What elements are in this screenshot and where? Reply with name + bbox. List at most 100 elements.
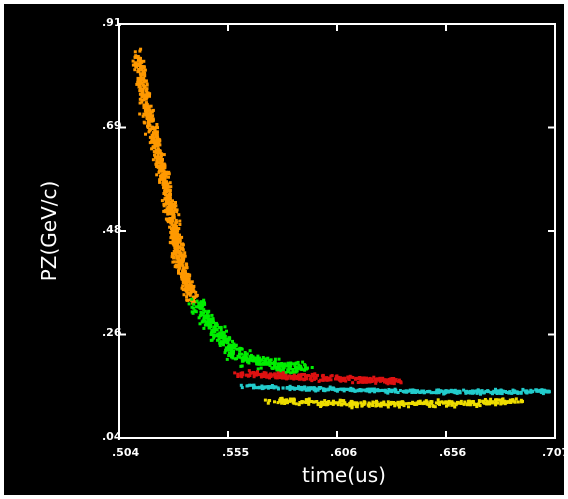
data-point bbox=[170, 229, 174, 233]
data-point bbox=[222, 335, 226, 339]
data-point bbox=[234, 344, 237, 347]
data-point bbox=[502, 401, 506, 405]
data-point bbox=[374, 379, 378, 383]
data-point bbox=[163, 202, 167, 206]
data-point bbox=[297, 403, 301, 407]
data-point bbox=[173, 205, 177, 209]
data-point bbox=[508, 390, 512, 394]
data-point bbox=[191, 311, 195, 315]
data-point bbox=[182, 256, 186, 260]
data-point bbox=[459, 402, 463, 405]
data-point bbox=[164, 199, 168, 203]
data-point bbox=[209, 333, 213, 336]
data-point bbox=[471, 390, 475, 394]
data-point bbox=[144, 101, 148, 105]
data-point bbox=[465, 402, 469, 406]
data-point bbox=[138, 77, 141, 81]
data-point bbox=[307, 401, 311, 405]
data-point bbox=[181, 269, 185, 272]
data-point bbox=[148, 108, 152, 112]
data-point bbox=[351, 381, 355, 385]
data-point bbox=[519, 391, 523, 395]
data-point bbox=[225, 329, 228, 333]
data-point bbox=[489, 400, 493, 404]
data-point bbox=[281, 362, 285, 366]
data-point bbox=[168, 197, 172, 201]
data-point bbox=[145, 111, 149, 115]
data-point bbox=[384, 390, 388, 393]
data-point bbox=[140, 65, 144, 68]
data-point bbox=[216, 332, 220, 336]
data-point bbox=[310, 366, 314, 369]
data-point bbox=[516, 400, 520, 404]
data-point bbox=[181, 280, 185, 284]
data-point bbox=[199, 300, 203, 304]
data-point bbox=[218, 333, 222, 337]
data-point bbox=[288, 397, 292, 401]
data-point bbox=[203, 302, 207, 306]
data-point bbox=[228, 337, 232, 341]
data-point bbox=[386, 400, 390, 404]
data-point bbox=[290, 386, 294, 390]
data-point bbox=[345, 387, 349, 391]
data-point bbox=[467, 399, 471, 403]
data-point bbox=[226, 341, 230, 345]
data-point bbox=[142, 59, 146, 63]
data-point bbox=[255, 356, 259, 360]
data-point bbox=[245, 373, 249, 377]
data-point bbox=[462, 388, 466, 392]
data-point bbox=[350, 405, 354, 409]
data-point bbox=[418, 399, 422, 403]
data-point bbox=[344, 379, 348, 383]
data-point bbox=[429, 391, 433, 395]
data-point bbox=[351, 376, 355, 379]
data-point bbox=[393, 387, 397, 391]
data-point bbox=[269, 358, 273, 362]
data-point bbox=[300, 401, 304, 405]
data-point bbox=[287, 363, 291, 367]
data-point bbox=[156, 140, 159, 144]
data-point bbox=[180, 273, 184, 277]
data-point bbox=[273, 400, 276, 404]
data-point bbox=[143, 121, 147, 125]
data-point bbox=[343, 377, 347, 381]
data-point bbox=[167, 170, 171, 174]
data-point bbox=[521, 387, 525, 391]
data-point bbox=[200, 320, 204, 324]
data-point bbox=[276, 374, 280, 378]
data-point bbox=[211, 330, 215, 334]
data-point bbox=[307, 397, 311, 401]
data-point bbox=[266, 385, 270, 389]
data-point bbox=[313, 386, 317, 390]
data-point bbox=[159, 154, 163, 158]
data-point bbox=[305, 367, 308, 371]
data-point bbox=[193, 300, 197, 304]
data-point bbox=[224, 348, 228, 352]
data-point bbox=[393, 379, 397, 383]
data-point bbox=[154, 126, 158, 129]
data-point bbox=[140, 95, 144, 98]
data-point bbox=[475, 391, 479, 395]
data-point bbox=[210, 313, 214, 317]
data-point bbox=[421, 402, 425, 406]
data-point bbox=[143, 71, 147, 75]
data-point bbox=[338, 400, 342, 404]
data-point bbox=[167, 198, 171, 202]
data-point bbox=[139, 47, 143, 51]
data-point bbox=[185, 295, 189, 299]
data-point bbox=[143, 93, 147, 97]
data-point bbox=[323, 389, 327, 393]
data-point bbox=[150, 147, 154, 151]
data-point bbox=[348, 388, 352, 392]
data-point bbox=[360, 379, 364, 383]
data-point bbox=[254, 386, 258, 390]
data-point bbox=[151, 133, 155, 137]
data-point bbox=[190, 297, 194, 301]
data-point bbox=[262, 371, 266, 375]
data-point bbox=[268, 385, 272, 389]
data-point bbox=[139, 74, 143, 78]
data-point bbox=[270, 361, 274, 365]
data-point bbox=[393, 402, 397, 406]
data-point bbox=[188, 274, 192, 278]
data-point bbox=[168, 225, 172, 229]
